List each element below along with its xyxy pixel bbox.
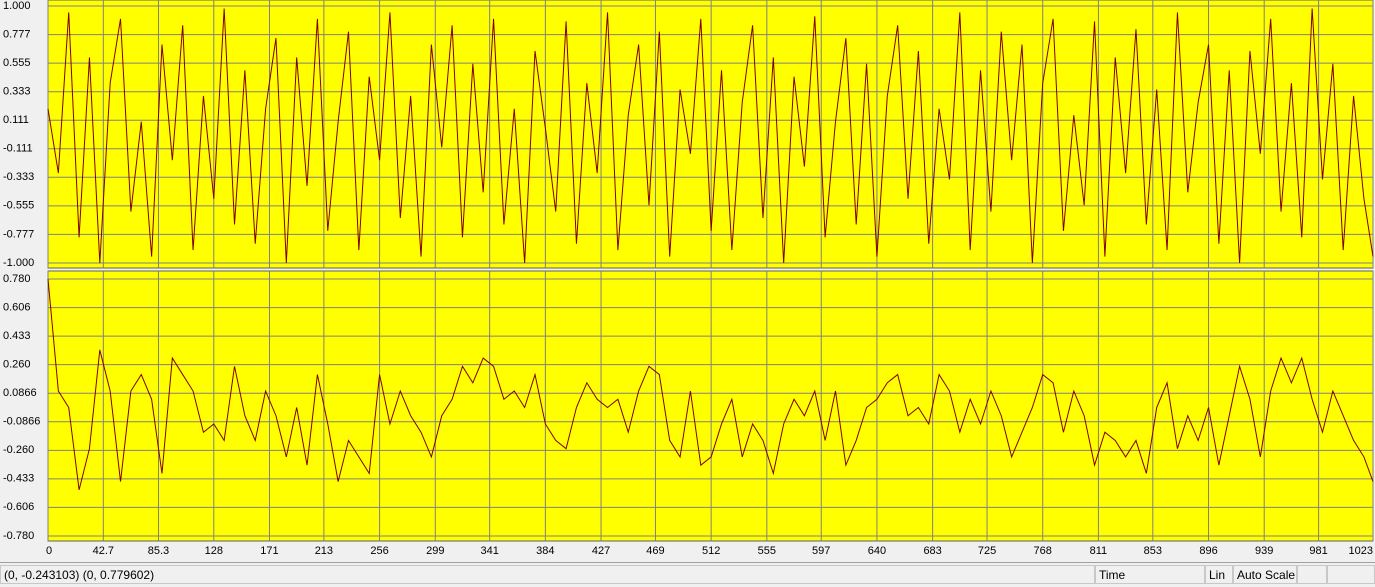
y-tick-label: -0.111: [3, 143, 33, 155]
y-tick-label: -0.777: [3, 228, 34, 240]
trace: [47, 8, 1374, 264]
x-tick-label: 128: [205, 545, 223, 557]
y-tick-label: -1.000: [3, 257, 34, 269]
x-tick-label: 341: [480, 545, 498, 557]
x-tick-label: 981: [1309, 545, 1327, 557]
trace: [47, 278, 1374, 490]
x-tick-label: 469: [646, 545, 664, 557]
y-tick-label: 1.000: [3, 0, 31, 12]
y-tick-label: 0.111: [3, 114, 29, 126]
x-tick-label: 384: [536, 545, 554, 557]
x-tick-label: 213: [315, 545, 333, 557]
y-tick-label: 0.780: [3, 273, 31, 285]
x-tick-label: 811: [1090, 545, 1108, 557]
plots: 1.000 0.777 0.555 0.333 0.111 -0.111 -0.333 -0.…: [3, 0, 1374, 557]
y-tick-label: 0.555: [3, 57, 31, 69]
y-tick-label: -0.333: [3, 171, 34, 183]
y-tick-label: -0.606: [3, 501, 34, 513]
y-tick-label: -0.0866: [3, 416, 40, 428]
x-tick-label: 853: [1144, 545, 1162, 557]
x-tick-label: 640: [868, 545, 886, 557]
y-tick-label: 0.260: [3, 359, 31, 371]
x-tick-label: 427: [592, 545, 610, 557]
y-tick-label: -0.433: [3, 473, 34, 485]
x-tick-label: 512: [702, 545, 720, 557]
cursor-readout: (0, -0.243103) (0, 0.779602): [0, 565, 1095, 584]
y-tick-label: 0.433: [3, 330, 31, 342]
plot-area: [47, 270, 1374, 542]
scale-mode[interactable]: Auto Scale: [1233, 565, 1297, 584]
y-tick-label: 0.606: [3, 302, 31, 314]
y-tick-label: -0.555: [3, 200, 34, 212]
x-tick-label: 1023: [1349, 545, 1373, 557]
scale-type[interactable]: Lin: [1205, 565, 1233, 584]
y-tick-label: 0.0866: [3, 387, 37, 399]
x-tick-label: 939: [1255, 545, 1273, 557]
x-tick-label: 0: [46, 545, 52, 557]
status-cell: [1327, 565, 1375, 584]
x-mode[interactable]: Time: [1095, 565, 1205, 584]
y-tick-label: -0.260: [3, 444, 34, 456]
y-tick-label: -0.780: [3, 530, 34, 542]
y-tick-label: 0.333: [3, 86, 31, 98]
x-tick-label: 597: [812, 545, 830, 557]
x-tick-label: 683: [923, 545, 941, 557]
x-tick-label: 256: [370, 545, 388, 557]
x-tick-label: 299: [426, 545, 444, 557]
x-tick-label: 555: [758, 545, 776, 557]
x-tick-label: 85.3: [148, 545, 169, 557]
status-bar: (0, -0.243103) (0, 0.779602) Time Lin Au…: [0, 562, 1375, 587]
y-tick-label: 0.777: [3, 29, 31, 41]
status-cell: [1297, 565, 1327, 584]
x-tick-label: 768: [1034, 545, 1052, 557]
x-tick-label: 725: [978, 545, 996, 557]
x-tick-label: 171: [260, 545, 278, 557]
x-tick-label: 896: [1199, 545, 1217, 557]
x-tick-label: 42.7: [93, 545, 114, 557]
